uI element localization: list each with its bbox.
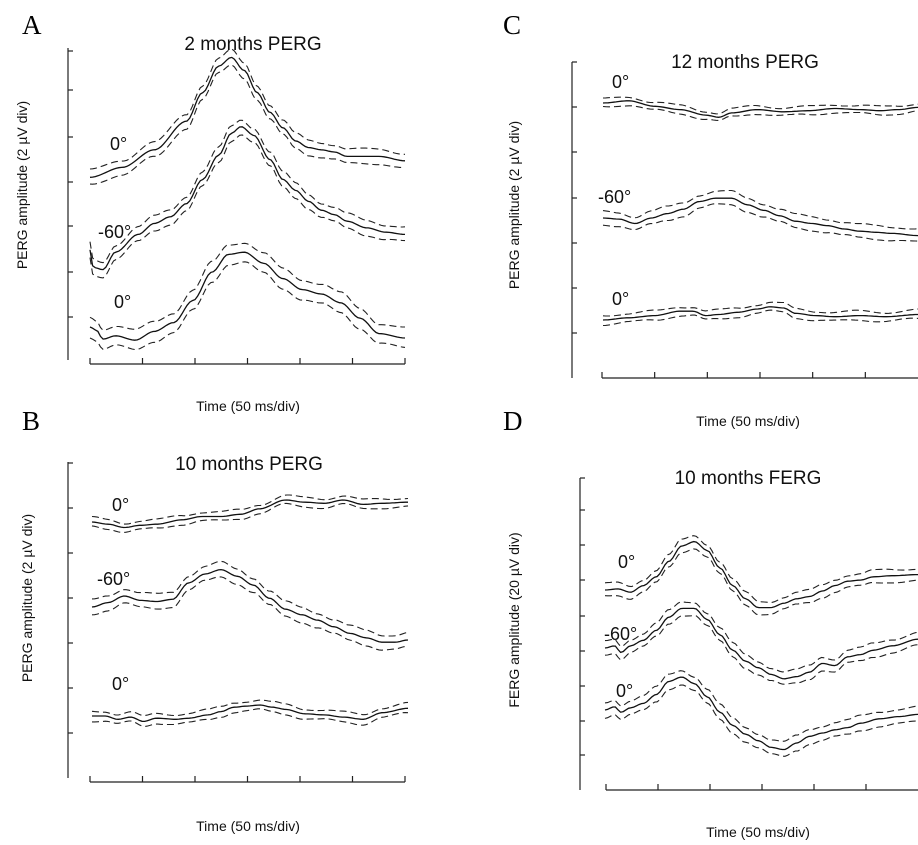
panel-b-letter: B [22, 406, 40, 436]
panel-d-y-axis-label: FERG amplitude (20 µV div) [506, 532, 522, 707]
panel-d-trace-0-lower-bound [604, 548, 918, 616]
panel-d-trace-1-mean [604, 607, 918, 680]
panel-b-title: 10 months PERG [175, 454, 323, 475]
panel-c-series-label-2: 0° [612, 289, 629, 309]
panel-c-traces [602, 96, 918, 327]
panel-a-series-label-2: 0° [114, 292, 131, 312]
panel-d-trace-2-upper-bound [604, 670, 918, 742]
panel-a-x-axis-label: Time (50 ms/div) [196, 398, 300, 414]
panel-b-axes [67, 462, 406, 783]
panel-b: B 10 months PERG PERG amplitude (2 µV di… [19, 406, 409, 834]
panel-d-title: 10 months FERG [675, 468, 822, 489]
panel-c-trace-0-mean [602, 100, 918, 118]
panel-c-axes [571, 61, 918, 379]
panel-a: A 2 months PERG PERG amplitude (2 µV div… [14, 10, 406, 414]
panel-c-trace-1-lower-bound [602, 203, 918, 242]
panel-c-series-label-0: 0° [612, 72, 629, 92]
panel-b-trace-1-mean [91, 568, 409, 643]
panel-d-trace-1-upper-bound [604, 601, 918, 673]
panel-d-series-label-1: -60° [604, 624, 637, 644]
panel-b-trace-0-lower-bound [91, 502, 409, 534]
panel-a-trace-0-lower-bound [89, 64, 406, 185]
panel-a-trace-2-lower-bound [89, 261, 406, 351]
panel-b-trace-2-upper-bound [91, 699, 409, 717]
panel-a-trace-1-upper-bound [89, 119, 406, 264]
panel-b-x-axis-label: Time (50 ms/div) [196, 818, 300, 834]
panel-d-series-label-2: 0° [616, 681, 633, 701]
panel-a-y-axis-label: PERG amplitude (2 µV div) [14, 101, 30, 269]
panel-d-traces [604, 535, 918, 757]
panel-c: C 12 months PERG PERG amplitude (2 µV di… [503, 10, 918, 429]
panel-c-title: 12 months PERG [671, 52, 819, 73]
panel-d-trace-0-mean [604, 540, 918, 609]
panel-b-series-label-0: 0° [112, 495, 129, 515]
panel-d-letter: D [503, 406, 523, 436]
panel-d-trace-2-lower-bound [604, 684, 918, 757]
panel-d-trace-2-mean [604, 676, 918, 751]
panel-a-trace-1-mean [89, 126, 406, 271]
panel-b-trace-0-upper-bound [91, 494, 409, 525]
panel-c-x-axis-label: Time (50 ms/div) [696, 413, 800, 429]
panel-d-series-label-0: 0° [618, 552, 635, 572]
panel-c-trace-2-mean [602, 306, 918, 321]
panel-a-series-label-1: -60° [98, 222, 131, 242]
panel-b-traces [91, 494, 409, 728]
panel-a-trace-0-mean [89, 56, 406, 178]
panel-d: D 10 months FERG FERG amplitude (20 µV d… [503, 406, 918, 840]
panel-b-trace-1-upper-bound [91, 560, 409, 637]
panel-a-trace-0-upper-bound [89, 48, 405, 170]
panel-b-trace-2-lower-bound [92, 708, 409, 728]
panel-a-letter: A [22, 10, 42, 40]
panel-c-trace-0-lower-bound [602, 105, 918, 121]
panel-c-y-axis-label: PERG amplitude (2 µV div) [506, 121, 522, 289]
panel-c-trace-1-upper-bound [602, 189, 918, 230]
panel-c-trace-0-upper-bound [602, 96, 918, 115]
panel-d-trace-0-upper-bound [604, 535, 918, 603]
panel-b-trace-2-mean [92, 704, 409, 723]
panel-a-title: 2 months PERG [184, 34, 321, 55]
panel-a-trace-1-lower-bound [89, 134, 406, 279]
panel-c-trace-2-upper-bound [602, 301, 918, 317]
panel-d-x-axis-label: Time (50 ms/div) [706, 824, 810, 840]
panel-b-series-label-1: -60° [97, 569, 130, 589]
panel-c-letter: C [503, 10, 521, 40]
panel-a-traces [89, 48, 406, 351]
panel-b-trace-1-lower-bound [91, 576, 409, 651]
panel-a-trace-2-upper-bound [89, 242, 405, 331]
panel-a-series-label-0: 0° [110, 134, 127, 154]
panel-b-trace-0-mean [91, 499, 408, 529]
panel-d-axes [579, 477, 918, 791]
panel-a-axes [67, 48, 406, 365]
panel-a-trace-2-mean [89, 251, 406, 341]
panel-c-trace-1-mean [602, 197, 918, 237]
panel-b-y-axis-label: PERG amplitude (2 µV div) [19, 514, 35, 682]
panel-c-trace-2-lower-bound [602, 309, 918, 327]
panel-d-trace-1-lower-bound [604, 615, 918, 685]
panel-c-series-label-1: -60° [598, 187, 631, 207]
panel-b-series-label-2: 0° [112, 674, 129, 694]
